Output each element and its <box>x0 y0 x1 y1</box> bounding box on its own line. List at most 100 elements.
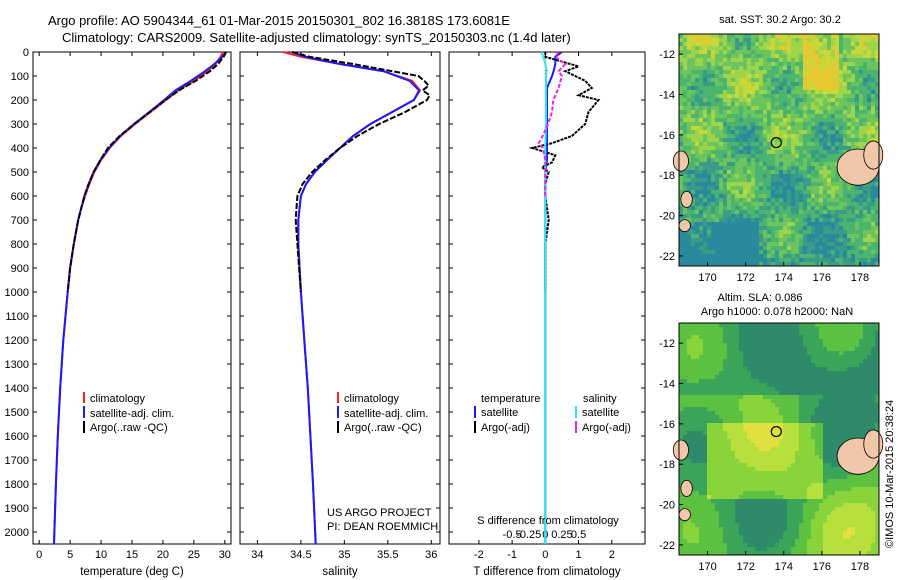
heatmap-cell <box>815 339 820 344</box>
heatmap-cell <box>815 174 820 179</box>
heatmap-cell <box>719 375 724 380</box>
heatmap-cell <box>843 226 848 231</box>
heatmap-cell <box>779 178 784 183</box>
heatmap-cell <box>699 367 704 372</box>
heatmap-cell <box>775 250 780 255</box>
heatmap-cell <box>735 78 740 83</box>
heatmap-cell <box>803 395 808 400</box>
heatmap-cell <box>703 391 708 396</box>
heatmap-cell <box>715 423 720 428</box>
heatmap-cell <box>711 451 716 456</box>
heatmap-cell <box>815 343 820 348</box>
heatmap-cell <box>731 54 736 59</box>
heatmap-cell <box>875 367 880 372</box>
heatmap-cell <box>683 323 688 328</box>
heatmap-cell <box>739 447 744 452</box>
heatmap-cell <box>807 246 812 251</box>
heatmap-cell <box>783 34 788 39</box>
heatmap-cell <box>787 351 792 356</box>
heatmap-cell <box>679 70 684 75</box>
heatmap-cell <box>755 214 760 219</box>
heatmap-cell <box>719 331 724 336</box>
heatmap-cell <box>683 375 688 380</box>
heatmap-cell <box>807 250 812 255</box>
heatmap-cell <box>755 250 760 255</box>
heatmap-cell <box>703 118 708 123</box>
heatmap-cell <box>735 90 740 95</box>
heatmap-cell <box>795 214 800 219</box>
heatmap-cell <box>819 250 824 255</box>
heatmap-cell <box>819 415 824 420</box>
heatmap-cell <box>743 190 748 195</box>
heatmap-cell <box>779 62 784 67</box>
heatmap-cell <box>831 62 836 67</box>
heatmap-cell <box>683 411 688 416</box>
heatmap-cell <box>847 238 852 243</box>
heatmap-cell <box>719 222 724 227</box>
heatmap-cell <box>727 214 732 219</box>
heatmap-cell <box>835 170 840 175</box>
heatmap-cell <box>723 371 728 376</box>
heatmap-cell <box>867 78 872 83</box>
heatmap-cell <box>807 206 812 211</box>
heatmap-cell <box>811 226 816 231</box>
heatmap-cell <box>791 343 796 348</box>
heatmap-cell <box>783 343 788 348</box>
heatmap-cell <box>747 74 752 79</box>
heatmap-cell <box>819 246 824 251</box>
heatmap-cell <box>723 118 728 123</box>
heatmap-cell <box>779 94 784 99</box>
heatmap-cell <box>863 62 868 67</box>
heatmap-cell <box>703 463 708 468</box>
heatmap-cell <box>763 258 768 263</box>
heatmap-cell <box>767 94 772 99</box>
heatmap-cell <box>847 395 852 400</box>
heatmap-cell <box>819 46 824 51</box>
heatmap-cell <box>695 423 700 428</box>
heatmap-cell <box>711 351 716 356</box>
heatmap-cell <box>711 170 716 175</box>
heatmap-cell <box>727 427 732 432</box>
heatmap-cell <box>695 403 700 408</box>
heatmap-cell <box>683 206 688 211</box>
heatmap-cell <box>847 431 852 436</box>
heatmap-cell <box>847 323 852 328</box>
heatmap-cell <box>827 439 832 444</box>
heatmap-cell <box>695 359 700 364</box>
heatmap-cell <box>723 238 728 243</box>
heatmap-cell <box>727 238 732 243</box>
x-tick-label: 0.5 <box>571 529 586 541</box>
difference-legend: temperature salinity satellite Argo(-adj… <box>474 393 631 434</box>
heatmap-cell <box>791 162 796 167</box>
heatmap-cell <box>803 210 808 215</box>
heatmap-cell <box>819 194 824 199</box>
heatmap-cell <box>683 114 688 119</box>
heatmap-cell <box>795 66 800 71</box>
heatmap-cell <box>795 459 800 464</box>
heatmap-cell <box>775 202 780 207</box>
heatmap-cell <box>847 34 852 39</box>
depth-tick-label: 1100 <box>5 311 29 323</box>
heatmap-cell <box>803 242 808 247</box>
heatmap-cell <box>755 38 760 43</box>
heatmap-cell <box>855 194 860 199</box>
heatmap-cell <box>803 38 808 43</box>
heatmap-cell <box>683 339 688 344</box>
heatmap-cell <box>811 327 816 332</box>
heatmap-cell <box>763 443 768 448</box>
heatmap-cell <box>699 395 704 400</box>
heatmap-cell <box>815 214 820 219</box>
heatmap-cell <box>723 194 728 199</box>
heatmap-cell <box>779 447 784 452</box>
heatmap-cell <box>783 42 788 47</box>
heatmap-cell <box>815 66 820 71</box>
heatmap-cell <box>767 331 772 336</box>
heatmap-cell <box>699 323 704 328</box>
heatmap-cell <box>863 323 868 328</box>
heatmap-cell <box>711 90 716 95</box>
heatmap-cell <box>819 142 824 147</box>
heatmap-cell <box>771 323 776 328</box>
heatmap-cell <box>687 391 692 396</box>
heatmap-cell <box>739 178 744 183</box>
heatmap-cell <box>795 407 800 412</box>
